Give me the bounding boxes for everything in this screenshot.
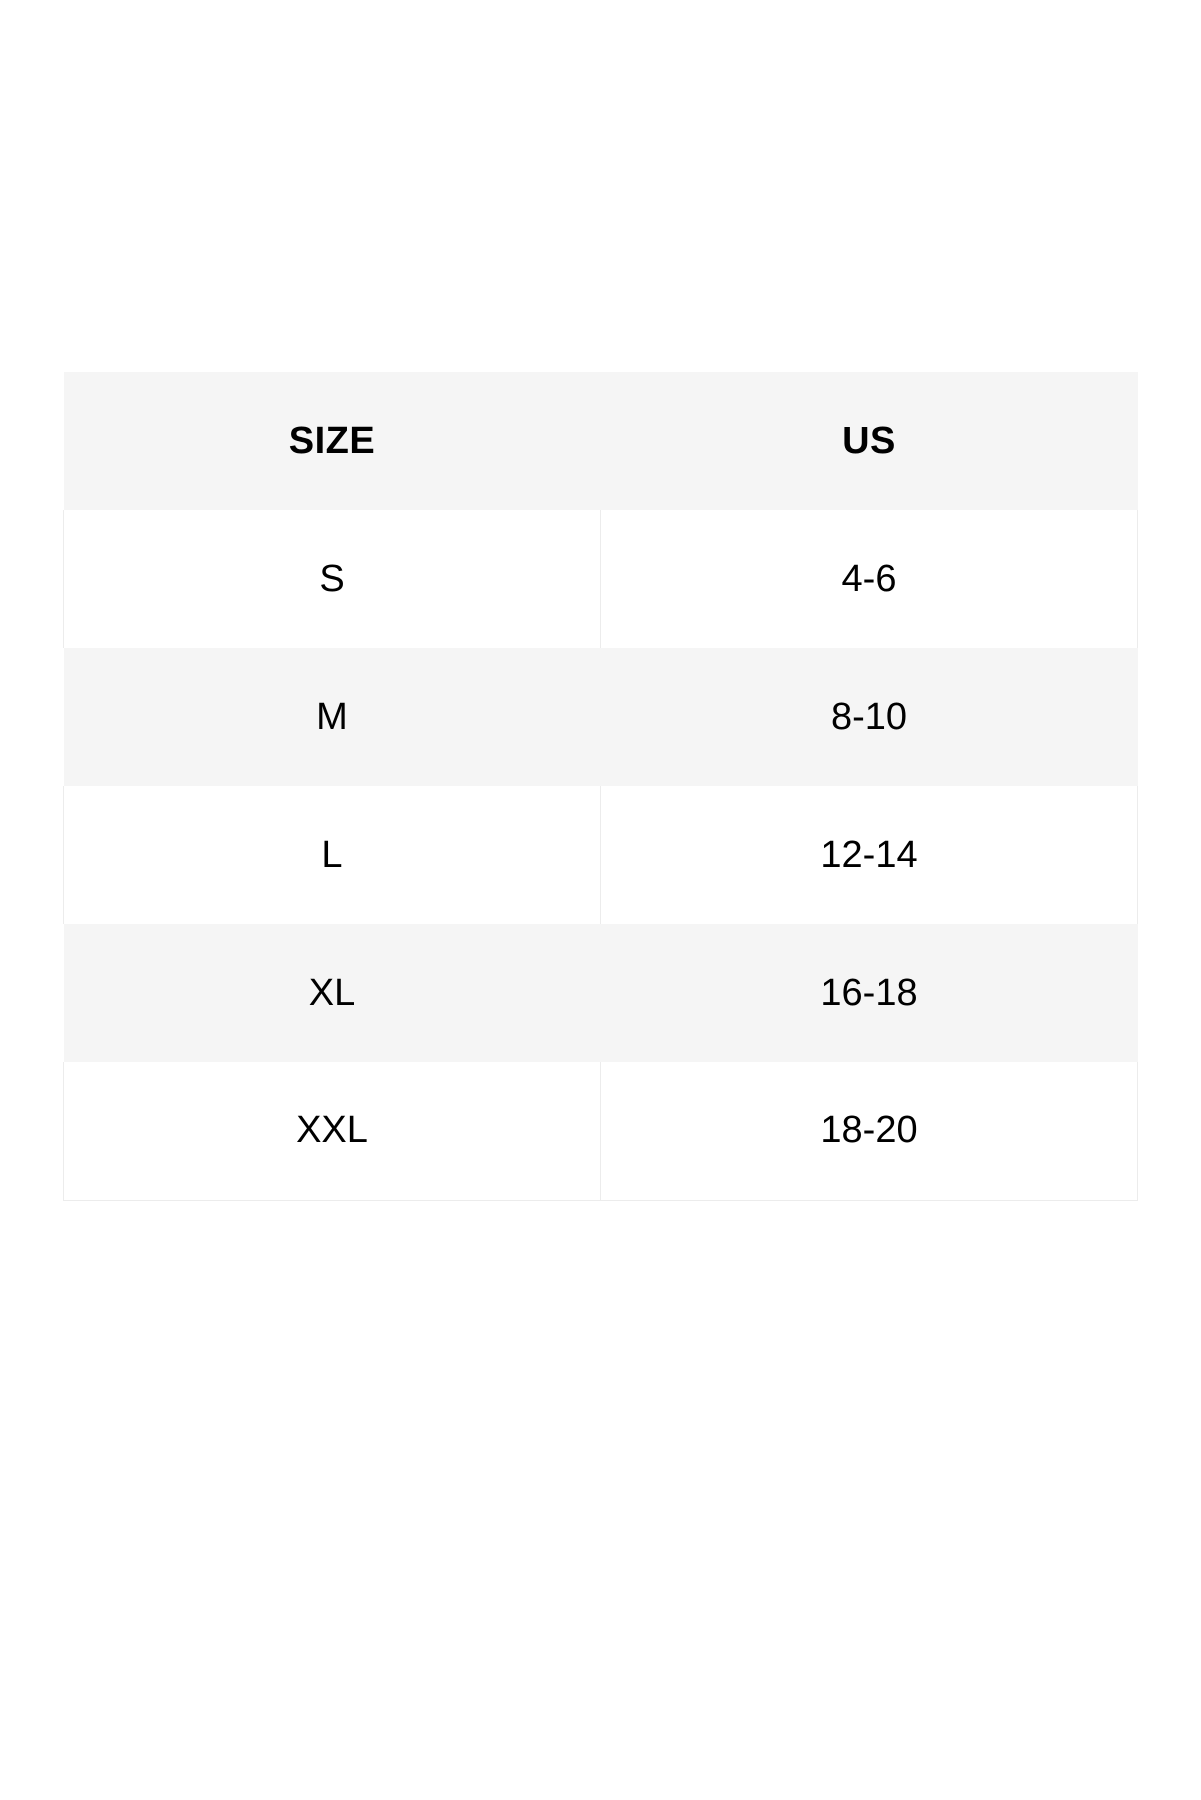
table-header-row: SIZE US (63, 372, 1138, 510)
cell-us: 8-10 (830, 695, 908, 738)
cell-size: L (63, 786, 601, 924)
cell-size: XL (308, 971, 356, 1014)
size-chart-table: SIZE US S 4-6 M 8-10 L 12-14 XL (63, 372, 1138, 1201)
column-header-size: SIZE (288, 419, 376, 462)
cell-us: 4-6 (600, 510, 1138, 648)
cell-size: S (63, 510, 601, 648)
cell-us: 16-18 (820, 971, 918, 1014)
cell-size: M (316, 695, 348, 738)
table-row: S 4-6 (63, 510, 1138, 648)
cell-size: XXL (63, 1062, 601, 1201)
column-header-us: US (842, 419, 896, 462)
table-row: XL 16-18 (63, 924, 1138, 1062)
table-row: L 12-14 (63, 786, 1138, 924)
size-chart-header: SIZE US (63, 372, 1138, 510)
table-row: XXL 18-20 (63, 1062, 1138, 1201)
cell-us: 18-20 (600, 1062, 1138, 1201)
size-chart-container: SIZE US S 4-6 M 8-10 L 12-14 XL (63, 372, 1138, 1201)
cell-us: 12-14 (600, 786, 1138, 924)
size-chart-body: S 4-6 M 8-10 L 12-14 XL 16-18 XXL 18-2 (63, 510, 1138, 1201)
table-row: M 8-10 (63, 648, 1138, 786)
